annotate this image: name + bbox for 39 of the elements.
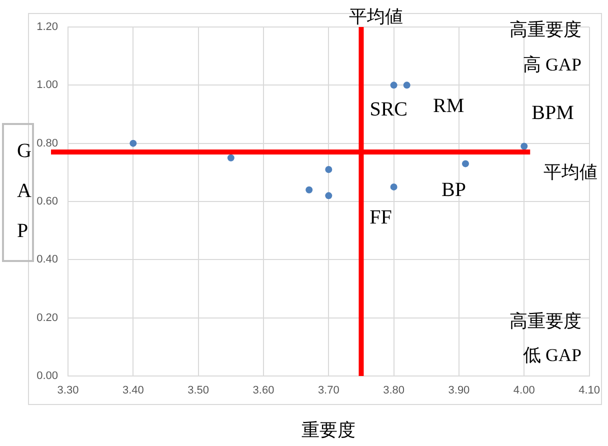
annotation: BPM [532, 102, 574, 124]
ref-line-label: 平均値 [349, 6, 404, 27]
x-tick-label: 4.00 [513, 384, 535, 397]
y-tick-label: 0.40 [36, 254, 58, 266]
point [130, 140, 137, 147]
y-tick-label: 0.00 [36, 370, 58, 382]
annotation: BP [442, 178, 466, 201]
y-tick-label: 1.20 [36, 21, 58, 34]
ref-line-label: 平均値 [543, 162, 598, 182]
annotation: 高 GAP [522, 54, 582, 74]
y-tick-label: 0.20 [36, 312, 58, 324]
y-tick-label: 1.00 [36, 79, 58, 92]
annotation: FF [370, 206, 392, 229]
annotation: SRC [370, 98, 408, 121]
point [227, 154, 234, 162]
point [325, 192, 332, 200]
y-axis-title: GAP [2, 123, 34, 262]
x-tick-label: 3.90 [448, 384, 470, 397]
annotation: 高重要度 [509, 310, 582, 331]
annotation: 低 GAP [522, 345, 582, 366]
point [306, 186, 313, 194]
point [325, 166, 332, 174]
point [390, 82, 398, 89]
y-tick-label: 0.60 [36, 196, 58, 208]
point [462, 160, 469, 168]
y-tick-label: 0.80 [36, 137, 58, 150]
x-tick-label: 3.50 [188, 384, 210, 397]
x-tick-label: 3.30 [57, 384, 79, 397]
x-axis-title: 重要度 [302, 420, 356, 440]
x-tick-label: 3.40 [122, 384, 144, 397]
x-tick-label: 4.10 [578, 384, 600, 397]
annotation: 高重要度 [509, 20, 582, 40]
x-tick-label: 3.60 [252, 384, 274, 397]
point [390, 183, 398, 190]
annotation: RM [432, 95, 464, 118]
x-tick-label: 3.70 [318, 384, 340, 397]
point [403, 82, 410, 89]
x-tick-label: 3.80 [383, 384, 405, 397]
point [520, 142, 528, 150]
